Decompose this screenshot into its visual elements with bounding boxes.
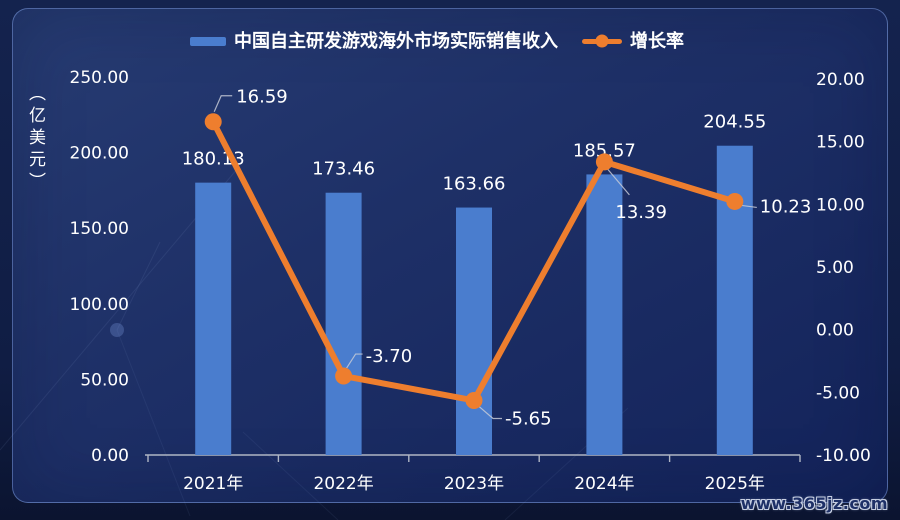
point-2022年 (335, 367, 353, 385)
right-axis-tick-label: 0.00 (816, 321, 854, 341)
right-axis-tick-label: 10.00 (816, 195, 865, 215)
plot-area: 250.00 200.00 150.00 100.00 50.00 0.00 20.00 15… (70, 68, 871, 494)
bar-2021年 (195, 182, 232, 455)
bar-value-label: 204.55 (703, 112, 766, 133)
growth-value-label: -3.70 (366, 346, 413, 367)
bar-value-label: 173.46 (312, 159, 375, 180)
legend-label-growth: 增长率 (630, 31, 684, 52)
bar-2022年 (325, 192, 362, 455)
chart-legend: 中国自主研发游戏海外市场实际销售收入 增长率 (190, 27, 684, 53)
point-2023年 (465, 391, 483, 409)
right-axis-tick-label: 20.00 (816, 70, 865, 90)
bar-value-label: 185.57 (573, 140, 636, 161)
x-axis-label-2023年: 2023年 (444, 474, 504, 494)
point-2024年 (595, 153, 613, 171)
point-2025年 (726, 192, 744, 210)
right-axis-tick-label: -5.00 (816, 383, 860, 403)
label-leader-line (213, 95, 233, 112)
right-axis-tick-label: 15.00 (816, 133, 865, 153)
bar-value-label: 163.66 (443, 174, 506, 195)
legend-item-growth[interactable]: 增长率 (582, 27, 684, 53)
left-axis-tick-label: 150.00 (70, 219, 129, 239)
left-axis-tick-label: 250.00 (70, 68, 129, 88)
line-series-dot (595, 34, 609, 48)
x-axis-label-2021年: 2021年 (183, 474, 243, 494)
left-axis-title: （亿美元） (25, 84, 45, 194)
left-axis-tick-label: 50.00 (80, 370, 129, 390)
line-series-swatch (582, 34, 622, 48)
watermark-link[interactable]: www.365jz.com (740, 494, 888, 513)
left-axis-tick-label: 200.00 (70, 144, 129, 164)
label-leader-line (478, 406, 502, 420)
decor-dot (110, 323, 124, 337)
point-2021年 (204, 113, 222, 131)
right-axis-tick-label: -10.00 (816, 446, 871, 466)
x-axis-label-2024年: 2024年 (574, 474, 634, 494)
label-leader-line (346, 353, 363, 369)
legend-item-revenue[interactable]: 中国自主研发游戏海外市场实际销售收入 (190, 27, 558, 53)
label-leader-line (606, 168, 630, 196)
left-axis-tick-label: 100.00 (70, 295, 129, 315)
left-axis-tick-label: 0.00 (91, 446, 129, 466)
bar-2023年 (456, 207, 492, 455)
growth-value-label: -5.65 (505, 408, 552, 429)
right-axis-tick-label: 5.00 (816, 258, 854, 278)
growth-value-label: 13.39 (615, 202, 667, 223)
bar-series-swatch (190, 36, 226, 46)
legend-label-revenue: 中国自主研发游戏海外市场实际销售收入 (234, 31, 558, 52)
growth-value-label: 10.23 (760, 196, 812, 217)
growth-value-label: 16.59 (236, 87, 288, 108)
bar-2024年 (586, 174, 623, 456)
label-leader-line (741, 204, 757, 209)
x-axis-label-2022年: 2022年 (313, 474, 373, 494)
bar-2025年 (716, 145, 753, 455)
x-axis-label-2025年: 2025年 (705, 474, 765, 494)
